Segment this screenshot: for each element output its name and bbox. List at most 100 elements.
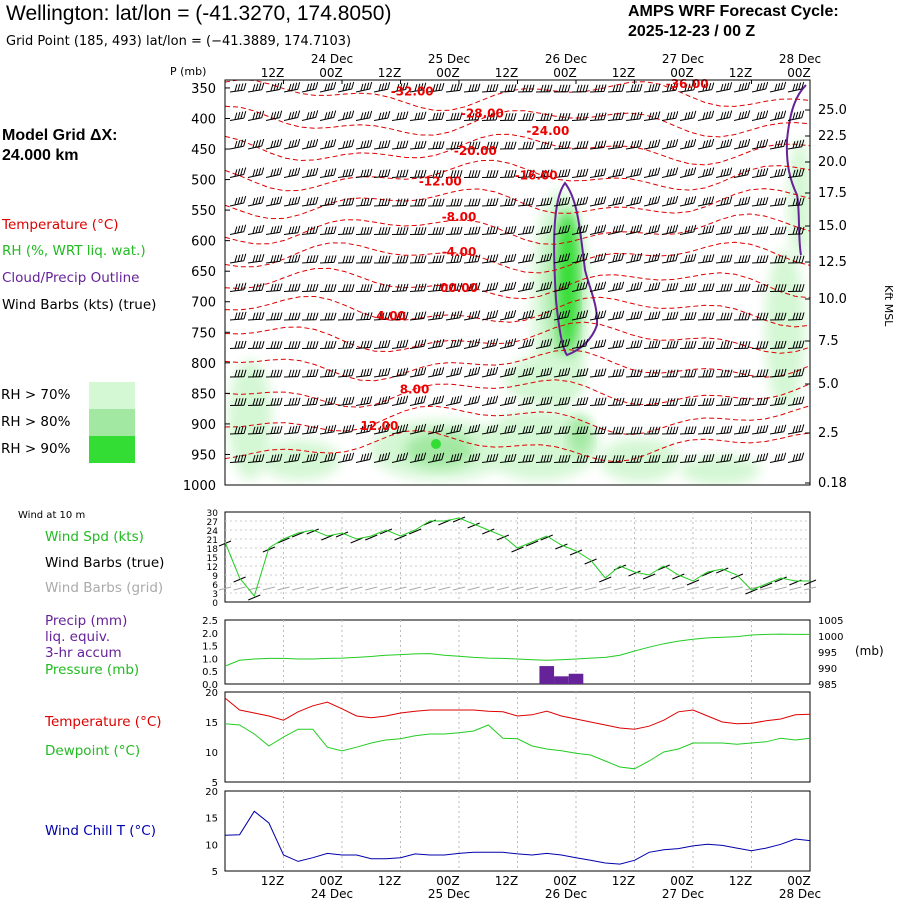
wind-barb [765,167,769,176]
wind-barb [441,141,445,149]
wind-barb [420,140,424,149]
wind-barb [546,339,550,347]
wind-barb [319,88,334,93]
wind-barb [306,341,310,349]
wind-barb [414,340,418,348]
rh-key-70: RH > 70% [1,387,71,403]
wind-barb [543,282,547,290]
wind-barb [769,145,784,150]
temperature-contour [225,321,810,354]
wind-barb [351,255,355,263]
wind-barb [651,84,655,92]
wind-barb [795,111,799,120]
wind-barb [291,369,295,377]
wind-barb [607,375,623,378]
wind-barb [733,261,749,264]
wind-barb [535,345,550,349]
wind-barb [474,453,478,461]
wind-barb [468,170,472,178]
temperature-contour-label: 4.00 [376,309,406,323]
wind-barb [243,369,247,377]
wind-barb [693,224,697,233]
wind-barb [417,169,421,178]
wind-barb [765,255,769,263]
wind-barb [669,225,673,234]
wind-barb [625,174,640,178]
wind-barb [576,340,580,348]
wind-barb [445,317,460,321]
wind-barb [751,145,766,150]
wind-barb [435,453,439,462]
wind-barb [603,252,607,261]
wind-barb [387,339,391,348]
wind-barb [450,368,454,377]
wind-barb [639,310,643,319]
wind-barb [603,281,607,289]
wind-barb [643,146,658,150]
wind-barb [373,374,388,378]
wind-barb [535,374,550,378]
wind-barb [741,284,745,292]
wind-barb [384,452,388,461]
wind-barb [651,168,655,177]
wind-barb [589,345,604,349]
wind-barb [324,226,328,235]
wind-barb [240,83,244,91]
wind-barb [229,347,245,349]
wind-barb [276,139,280,147]
wind-barb-true [569,549,583,556]
wind-barb [405,169,409,177]
wind-barb [333,368,337,377]
wind-barb [333,255,337,263]
wind-barb [679,347,695,349]
wind-barb [345,226,349,235]
wind-barb [543,368,547,376]
wind-barb [546,253,550,262]
wind-barb [801,340,805,348]
wind-barb [769,459,784,463]
wind-barb [261,224,265,233]
wind-barb [492,338,496,347]
wind-barb [453,112,457,121]
wind-barb [607,174,622,178]
wind-barb [258,426,262,434]
wind-barb [402,339,406,348]
wind-barb [594,369,598,377]
wind-barb [366,453,370,461]
wind-barb [672,340,676,349]
pressure-unit-label: (mb) [855,644,884,658]
wind-barb [312,255,316,263]
wind-barb [459,310,463,318]
wind-barb [777,255,781,263]
wind-barb [504,113,508,121]
pressure-tick-label: 750 [191,326,216,341]
pressure-tick-label: 650 [191,265,216,280]
wind-barb [783,424,787,432]
wind-barb [783,284,787,292]
wind-barb [546,282,550,290]
wind-barb [369,197,373,206]
wind-barb [234,140,238,149]
rh-region [228,360,272,480]
wind-barb [774,140,778,149]
wind-barb [255,283,259,291]
wind-barb [330,110,334,119]
wind-barb [387,367,391,376]
wind-barb [774,227,778,235]
wind-barb [657,454,661,463]
wind-barb [270,226,274,234]
wind-barb [492,141,496,149]
wind-barb [255,426,259,434]
height-tick-label: 2.5 [818,426,839,441]
wind-barb [571,231,586,235]
wind-barb [795,284,799,292]
wind-barb [549,84,553,92]
wind-barb [561,84,565,92]
wind-barb [787,233,803,235]
wind-barb [535,147,551,150]
wind-barb [363,397,367,405]
wind-barb [672,196,676,204]
wind-barb [513,338,517,346]
wind-barb [729,453,733,461]
wind-barb [615,225,619,233]
